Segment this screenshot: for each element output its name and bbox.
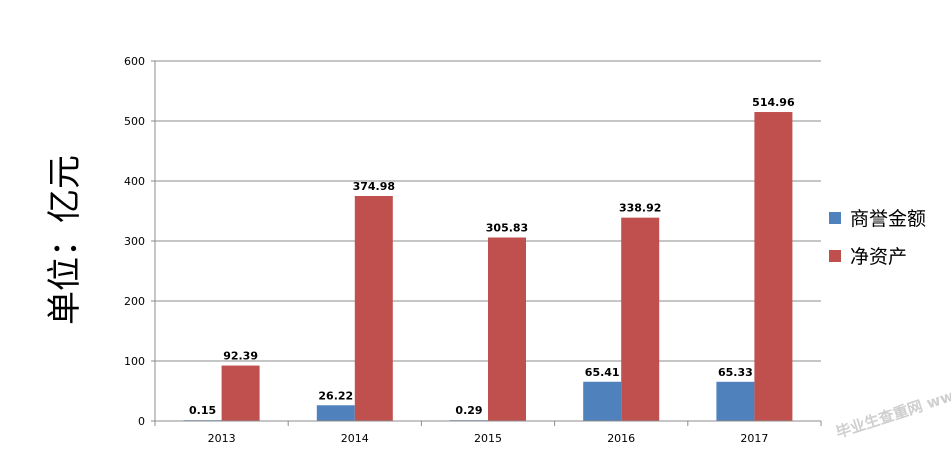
- x-tick-label-2013: 2013: [208, 432, 236, 445]
- bar-goodwill-2016: [583, 381, 622, 421]
- data-labels: 0.15 26.22 0.29 65.41 65.33 92.39 374.98 305.83…: [189, 96, 795, 417]
- data-label-net-assets-2013: 92.39: [223, 350, 258, 363]
- legend-label-goodwill: 商誉金额: [850, 208, 926, 230]
- x-tick-label-2014: 2014: [341, 432, 369, 445]
- legend-swatch-goodwill: [829, 212, 841, 224]
- x-tick-label-2016: 2016: [607, 432, 635, 445]
- bar-net-assets-2015: [488, 237, 526, 421]
- data-label-net-assets-2014: 374.98: [353, 180, 395, 193]
- data-label-net-assets-2017: 514.96: [752, 96, 795, 109]
- data-label-goodwill-2013: 0.15: [189, 404, 216, 417]
- data-label-goodwill-2016: 65.41: [585, 366, 620, 379]
- legend: 商誉金额 净资产: [829, 208, 926, 268]
- x-tick-label-2017: 2017: [740, 432, 768, 445]
- y-tick-label: 100: [124, 355, 145, 368]
- data-label-net-assets-2016: 338.92: [619, 202, 661, 215]
- bar-net-assets-2017: [754, 112, 793, 422]
- y-tick-label: 300: [124, 235, 145, 248]
- bar-net-assets-2016: [621, 217, 660, 421]
- y-axis-title: 单位：亿元: [45, 155, 85, 325]
- data-label-goodwill-2014: 26.22: [318, 389, 353, 402]
- data-label-net-assets-2015: 305.83: [486, 222, 528, 235]
- data-label-goodwill-2017: 65.33: [718, 366, 753, 379]
- y-tick-label: 200: [124, 295, 145, 308]
- y-tick-label: 0: [138, 415, 145, 428]
- y-tick-label: 500: [124, 115, 145, 128]
- bars: [183, 112, 793, 422]
- axes: 0 100 200 300 400 500 600 2013 2014 2015 2016 2017: [124, 55, 822, 445]
- data-label-goodwill-2015: 0.29: [455, 404, 482, 417]
- y-tick-label: 600: [124, 55, 145, 68]
- y-tick-label: 400: [124, 175, 145, 188]
- bar-net-assets-2014: [354, 196, 393, 421]
- legend-swatch-net-assets: [829, 250, 841, 262]
- x-tick-label-2015: 2015: [474, 432, 502, 445]
- legend-label-net-assets: 净资产: [850, 246, 907, 268]
- bar-net-assets-2013: [221, 365, 260, 421]
- watermark: 毕业生查重网 www.abvv.com: [834, 356, 951, 441]
- bar-goodwill-2014: [316, 405, 355, 421]
- bar-goodwill-2017: [716, 381, 755, 421]
